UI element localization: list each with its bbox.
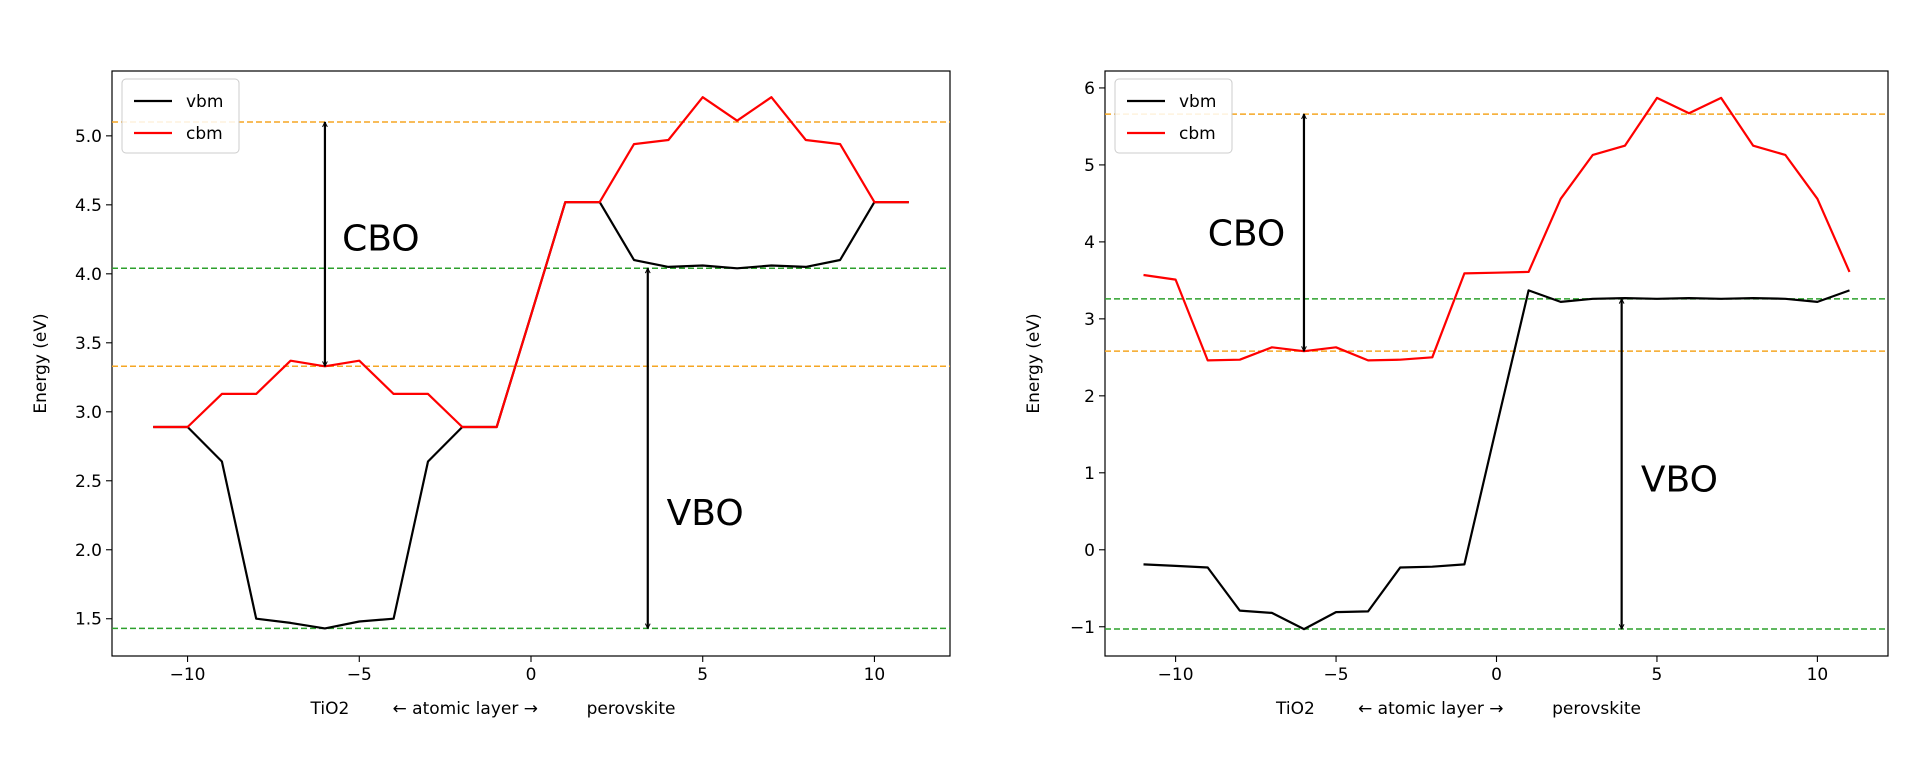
y-tick-label: 1.5 [75,610,102,630]
x-axis-label: TiO2 ← atomic layer → perovskite [310,699,676,719]
x-tick-label: 0 [1491,665,1502,685]
y-tick-label: 3 [1084,310,1095,330]
plot-frame [1104,70,1889,657]
y-tick-label: 3.5 [75,334,102,354]
x-tick-label: −10 [1158,665,1194,685]
legend-label-vbm: vbm [1179,92,1216,112]
x-tick-label: 5 [697,665,708,685]
y-tick-label: 4 [1084,233,1095,253]
legend-label-vbm: vbm [186,92,223,112]
y-tick-label: 4.0 [75,265,102,285]
cbo-label: CBO [1208,214,1286,255]
x-tick-label: 0 [526,665,537,685]
series-line-cbm [1143,96,1851,362]
cbo-label: CBO [342,218,420,259]
x-tick-label: −5 [1324,665,1349,685]
y-tick-label: 5 [1084,156,1095,176]
x-tick-label: 5 [1652,665,1663,685]
x-axis-label: TiO2 ← atomic layer → perovskite [1275,699,1641,719]
legend-box [1114,78,1233,154]
legend-label-cbm: cbm [1179,124,1216,144]
y-axis-label: Energy (eV) [1024,313,1044,413]
y-tick-label: 6 [1084,79,1095,99]
y-tick-label: 2.5 [75,472,102,492]
vbo-label: VBO [667,493,744,534]
y-tick-label: 2.0 [75,541,102,561]
y-tick-label: 2 [1084,387,1095,407]
series-line-vbm [1143,289,1850,631]
legend-label-cbm: cbm [186,124,223,144]
plot-frame [111,70,951,657]
y-axis-label: Energy (eV) [31,313,51,413]
x-tick-label: −5 [347,665,372,685]
y-tick-label: 0 [1084,541,1095,561]
x-tick-label: 10 [864,665,886,685]
legend-box [121,78,240,154]
chart-left: −10 −5 0 5 10 1.5 2.0 2.5 3.0 3.5 4.0 4.5 5.0 TiO2 ← … [31,70,951,719]
y-tick-label: 5.0 [75,127,102,147]
vbo-label: VBO [1641,459,1718,500]
series-line-vbm [153,201,909,630]
series-line-cbm [153,96,909,429]
x-tick-label: −10 [170,665,206,685]
y-tick-label: 4.5 [75,196,102,216]
y-tick-label: 1 [1084,464,1095,484]
y-tick-label: −1 [1070,618,1095,638]
y-tick-label: 3.0 [75,403,102,423]
x-tick-label: 10 [1807,665,1829,685]
